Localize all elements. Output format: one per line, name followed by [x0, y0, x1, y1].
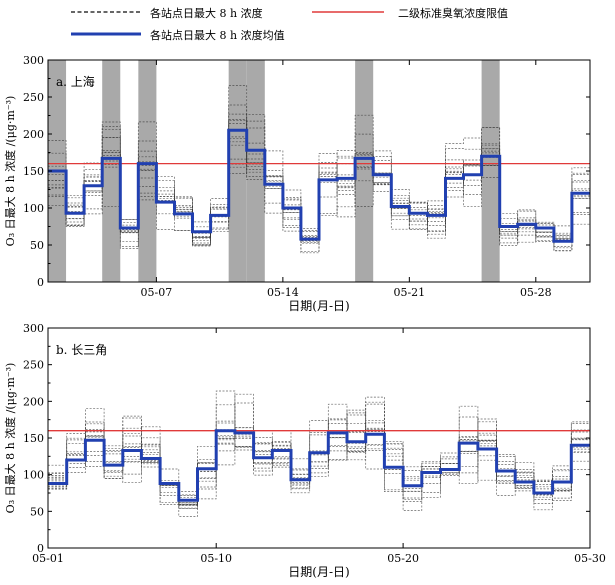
x-axis: 05-07 05-14 05-21 05-28 [141, 60, 552, 299]
station-line-7 [48, 396, 590, 506]
y-tick-label: 300 [23, 54, 44, 67]
x-axis-title: 日期(月-日) [288, 299, 349, 313]
y-tick-label: 200 [23, 395, 44, 408]
station-line-1 [48, 422, 590, 498]
y-tick-label: 150 [23, 165, 44, 178]
shaded-days [48, 60, 500, 282]
mean-line [48, 429, 590, 502]
y-tick-label: 300 [23, 322, 44, 335]
x-tick-label: 05-20 [387, 552, 419, 565]
y-tick-label: 100 [23, 202, 44, 215]
y-axis: 0 50 100 150 200 250 300 [23, 54, 590, 289]
legend-mean-swatch [71, 32, 141, 36]
x-tick-label: 05-01 [32, 552, 64, 565]
y-tick-label: 0 [37, 542, 44, 555]
panel-label: a. 上海 [56, 74, 95, 89]
station-line-6 [48, 409, 590, 505]
y-tick-label: 50 [30, 505, 44, 518]
shaded-day-18 [355, 60, 374, 282]
chart-shanghai: 0 50 100 150 200 250 300 05-07 05-14 05-21 05-28 a.… [3, 54, 591, 313]
panel-label: b. 长三角 [56, 343, 107, 357]
x-tick-label: 05-28 [520, 286, 552, 299]
y-tick-label: 50 [30, 239, 44, 252]
y-tick-label: 150 [23, 432, 44, 445]
y-tick-label: 250 [23, 359, 44, 372]
shaded-day-4 [102, 60, 121, 282]
y-axis: 0 50 100 150 200 250 300 [23, 322, 590, 555]
plot-frame [47, 327, 591, 549]
y-axis-title: O₃ 日最大 8 h 浓度 /(μg·m⁻³) [3, 363, 17, 514]
y-tick-label: 250 [23, 91, 44, 104]
station-line-14 [48, 390, 590, 511]
station-line-4 [48, 428, 590, 492]
station-line-12 [48, 412, 590, 509]
legend-mean-label: 各站点日最大 8 h 浓度均值 [150, 29, 285, 42]
legend-stations-swatch [71, 11, 141, 13]
x-tick-label: 05-30 [574, 552, 606, 565]
y-tick-label: 200 [23, 128, 44, 141]
chart-yangtze-delta: 0 50 100 150 200 250 300 05-01 05-10 05-20 05-30 b.… [3, 322, 606, 579]
legend-limit-swatch [312, 11, 384, 13]
x-tick-label: 05-10 [200, 552, 232, 565]
shaded-day-11 [228, 60, 247, 282]
x-axis-title: 日期(月-日) [288, 565, 349, 579]
shaded-day-12 [246, 60, 265, 282]
station-line-8 [48, 429, 590, 506]
mean-points [50, 431, 588, 501]
x-tick-label: 05-07 [141, 286, 173, 299]
mean-line [48, 128, 590, 243]
x-tick-label: 05-21 [393, 286, 425, 299]
legend-limit-label: 二级标准臭氧浓度限值 [398, 7, 508, 20]
station-line-13 [48, 393, 590, 517]
legend-stations-label: 各站点日最大 8 h 浓度 [150, 7, 263, 20]
x-axis: 05-01 05-10 05-20 05-30 [32, 328, 606, 565]
x-tick-label: 05-14 [267, 286, 299, 299]
shaded-day-25 [481, 60, 500, 282]
shaded-day-6 [138, 60, 157, 282]
y-tick-label: 0 [37, 276, 44, 289]
y-tick-label: 100 [23, 469, 44, 482]
y-axis-title: O₃ 日最大 8 h 浓度 /(μg·m⁻³) [3, 96, 17, 247]
legend: 各站点日最大 8 h 浓度 二级标准臭氧浓度限值 各站点日最大 8 h 浓度均值 [0, 0, 615, 46]
